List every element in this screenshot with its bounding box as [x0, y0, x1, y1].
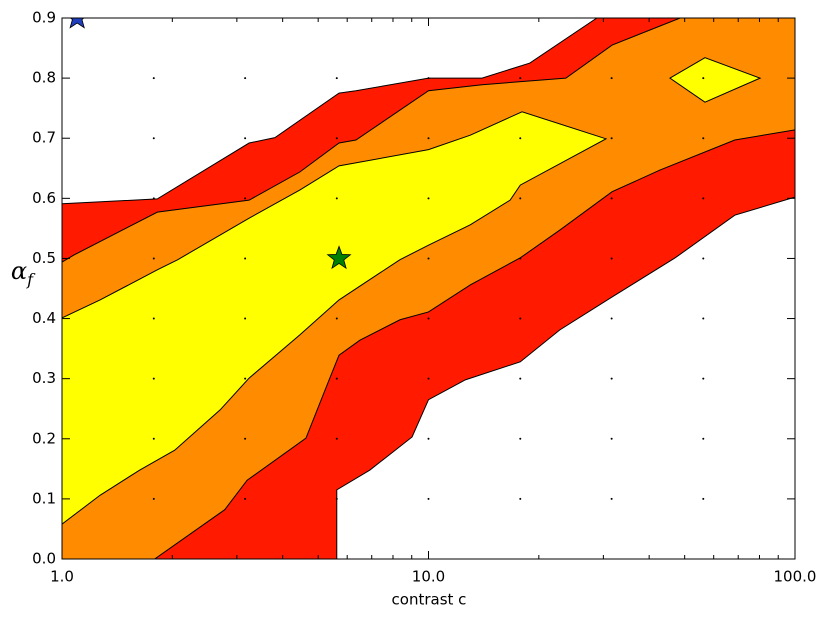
sample-point	[702, 137, 705, 140]
star-marker	[326, 245, 352, 270]
sample-point	[152, 77, 155, 80]
sample-point	[152, 317, 155, 320]
y-tick-label: 0.3	[32, 369, 56, 387]
sample-point	[610, 197, 613, 200]
sample-point	[610, 377, 613, 380]
sample-point	[610, 137, 613, 140]
sample-point	[702, 197, 705, 200]
y-tick-label: 0.8	[32, 69, 56, 87]
y-tick-label: 0.6	[32, 189, 56, 207]
sample-point	[519, 437, 522, 440]
sample-point	[244, 437, 247, 440]
sample-point	[427, 497, 430, 500]
sample-point	[427, 77, 430, 80]
sample-point	[152, 497, 155, 500]
sample-point	[610, 437, 613, 440]
star-marker	[69, 18, 85, 29]
sample-point	[610, 257, 613, 260]
sample-point	[519, 377, 522, 380]
sample-point	[702, 437, 705, 440]
sample-point	[519, 77, 522, 80]
sample-point	[244, 377, 247, 380]
sample-point	[702, 497, 705, 500]
sample-point	[244, 317, 247, 320]
sample-point	[519, 317, 522, 320]
sample-point	[152, 377, 155, 380]
sample-point	[335, 437, 338, 440]
sample-point	[244, 137, 247, 140]
y-tick-label: 0.0	[32, 550, 56, 568]
y-tick-label: 0.5	[32, 249, 56, 267]
y-tick-label: 0.4	[32, 309, 56, 327]
x-tick-label: 100.0	[774, 568, 817, 586]
sample-point	[152, 197, 155, 200]
y-tick-label: 0.1	[32, 489, 56, 507]
sample-point	[427, 197, 430, 200]
sample-point	[244, 197, 247, 200]
sample-point	[427, 377, 430, 380]
x-tick-label: 1.0	[50, 568, 74, 586]
sample-point	[335, 77, 338, 80]
sample-point	[335, 137, 338, 140]
x-axis-label: contrast c	[392, 591, 467, 609]
sample-point	[427, 137, 430, 140]
sample-point	[152, 257, 155, 260]
sample-point	[335, 497, 338, 500]
sample-point	[335, 317, 338, 320]
sample-point	[244, 77, 247, 80]
sample-point	[702, 257, 705, 260]
sample-point	[519, 497, 522, 500]
x-tick-label: 10.0	[412, 568, 445, 586]
contour-region	[62, 111, 608, 525]
sample-point	[702, 377, 705, 380]
sample-point	[244, 497, 247, 500]
sample-point	[702, 77, 705, 80]
sample-point	[427, 437, 430, 440]
sample-point	[519, 197, 522, 200]
sample-point	[519, 257, 522, 260]
y-label-subscript: f	[26, 270, 36, 289]
contour-layer	[62, 18, 795, 559]
y-tick-label: 0.7	[32, 129, 56, 147]
y-tick-label: 0.9	[32, 9, 56, 27]
sample-point	[427, 257, 430, 260]
sample-point	[610, 77, 613, 80]
contour-region	[669, 57, 762, 103]
y-label-symbol: α	[11, 257, 27, 285]
sample-point	[335, 377, 338, 380]
sample-point	[610, 317, 613, 320]
sample-point	[152, 437, 155, 440]
sample-point	[335, 197, 338, 200]
sample-point	[610, 497, 613, 500]
y-tick-label: 0.2	[32, 429, 56, 447]
sample-point	[427, 317, 430, 320]
y-axis-label: αf	[11, 257, 36, 289]
sample-point	[244, 257, 247, 260]
sample-point	[152, 137, 155, 140]
sample-point	[519, 137, 522, 140]
contour-region	[62, 18, 795, 559]
sample-point	[702, 317, 705, 320]
